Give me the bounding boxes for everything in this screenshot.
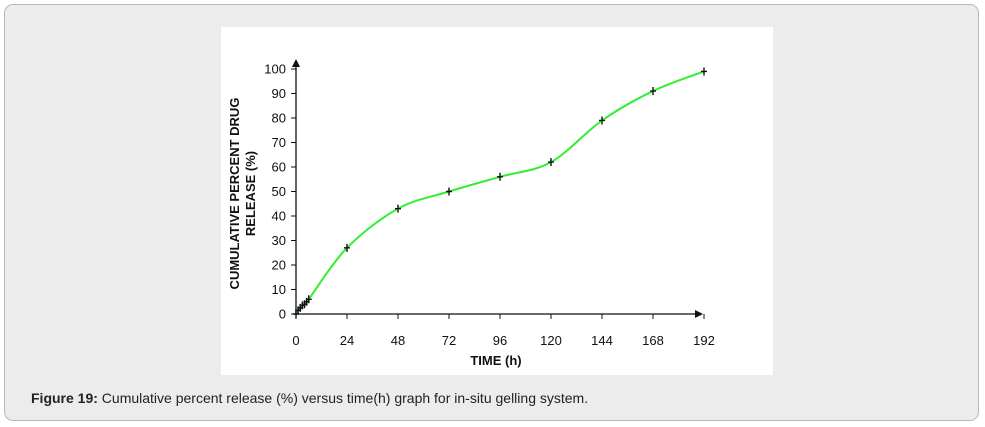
chart-axes <box>292 59 703 318</box>
x-tick-label: 144 <box>591 333 613 348</box>
data-point-marker <box>497 172 503 181</box>
y-tick-label: 70 <box>272 135 286 150</box>
x-tick-label: 0 <box>292 333 299 348</box>
x-axis-title: TIME (h) <box>470 353 521 368</box>
chart-panel: 0 10 20 30 40 50 60 70 80 90 100 0 24 48 72 96 120 144 16… <box>221 27 773 375</box>
x-axis-ticks: 0 24 48 72 96 120 144 168 192 <box>292 314 715 348</box>
x-tick-label: 96 <box>493 333 507 348</box>
data-point-marker <box>701 67 707 76</box>
x-tick-label: 48 <box>391 333 405 348</box>
x-tick-label: 192 <box>693 333 715 348</box>
data-point-marker <box>599 116 605 125</box>
data-point-marker <box>395 204 401 213</box>
series-layer <box>293 67 707 318</box>
data-point-marker <box>446 187 452 196</box>
series-line <box>295 70 705 315</box>
y-tick-label: 0 <box>279 307 286 322</box>
caption-label: Figure 19: <box>31 390 98 406</box>
x-tick-label: 72 <box>442 333 456 348</box>
y-tick-label: 60 <box>272 160 286 175</box>
y-tick-label: 20 <box>272 258 286 273</box>
figure-caption: Figure 19: Cumulative percent release (%… <box>31 390 588 406</box>
x-tick-label: 120 <box>540 333 562 348</box>
figure-frame: 0 10 20 30 40 50 60 70 80 90 100 0 24 48 72 96 120 144 16… <box>4 4 979 421</box>
y-tick-label: 80 <box>272 111 286 126</box>
y-axis-title-line-1: CUMULATIVE PERCENT DRUG <box>227 98 242 290</box>
y-axis-title-line-2: RELEASE (%) <box>243 151 258 236</box>
x-axis-arrow <box>695 310 703 318</box>
data-point-marker <box>305 295 312 304</box>
y-tick-label: 40 <box>272 209 286 224</box>
y-tick-label: 30 <box>272 233 286 248</box>
x-tick-label: 24 <box>340 333 354 348</box>
y-tick-label: 90 <box>272 86 286 101</box>
caption-text: Cumulative percent release (%) versus ti… <box>97 390 589 406</box>
data-point-marker <box>548 158 554 167</box>
y-axis-ticks: 0 10 20 30 40 50 60 70 80 90 100 <box>264 62 296 322</box>
x-tick-label: 168 <box>642 333 664 348</box>
y-tick-label: 10 <box>272 282 286 297</box>
data-point-marker <box>344 243 350 252</box>
data-point-marker <box>650 87 656 96</box>
line-chart: 0 10 20 30 40 50 60 70 80 90 100 0 24 48 72 96 120 144 16… <box>227 59 715 368</box>
y-tick-label: 100 <box>264 62 286 77</box>
y-axis-arrow <box>292 59 300 67</box>
y-tick-label: 50 <box>272 184 286 199</box>
